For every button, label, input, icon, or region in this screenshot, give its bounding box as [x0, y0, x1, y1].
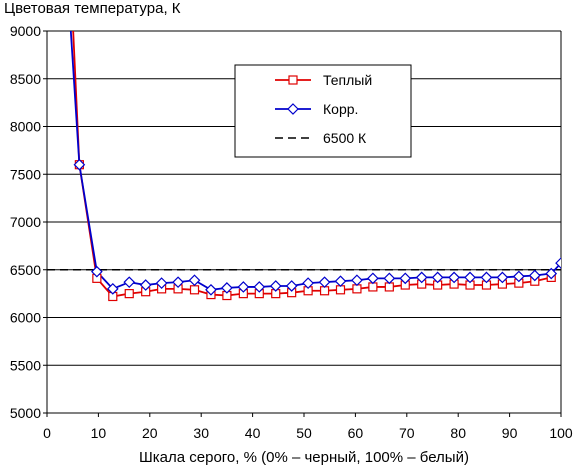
series-corr-point	[513, 270, 525, 283]
series-corr-point	[237, 281, 250, 293]
series-corr-point	[205, 283, 217, 296]
series-corr-point	[139, 279, 152, 291]
y-tick-label: 9000	[10, 23, 41, 39]
series-corr-point	[383, 272, 396, 285]
series-corr-point	[496, 271, 509, 284]
series-group	[47, 31, 561, 302]
series-corr-point	[528, 269, 541, 282]
x-tick-label: 50	[296, 425, 312, 441]
legend-marker-diamond	[287, 103, 299, 115]
y-tick-label: 6500	[10, 262, 41, 278]
series-corr-point	[123, 276, 136, 289]
series-corr-point	[480, 271, 493, 284]
series-corr-point	[399, 272, 412, 285]
y-tick-label: 7500	[10, 166, 41, 182]
x-tick-label: 90	[502, 425, 518, 441]
series-corr-point	[351, 274, 363, 287]
series-corr-point	[431, 271, 444, 284]
series-corr-point	[253, 281, 266, 293]
legend-label: 6500 К	[323, 130, 367, 146]
series-corr-point	[334, 275, 347, 288]
x-tick-label: 100	[549, 425, 573, 441]
x-tick-label: 40	[245, 425, 261, 441]
y-tick-label: 7000	[10, 214, 41, 230]
y-tick-label: 6000	[10, 310, 41, 326]
series-warm-point	[189, 285, 200, 295]
x-tick-label: 30	[193, 425, 209, 441]
series-corr-point	[172, 276, 184, 289]
series-warm-point	[124, 289, 134, 299]
x-tick-label: 20	[142, 425, 158, 441]
x-tick-label: 10	[91, 425, 107, 441]
legend-marker-square	[288, 75, 298, 85]
series-corr-point	[367, 272, 379, 285]
series-corr-point	[302, 277, 314, 289]
series-corr-point	[464, 271, 476, 284]
series-corr-point	[106, 283, 119, 295]
series-corr-point	[221, 282, 233, 294]
series-corr-point	[285, 280, 298, 292]
y-tick-label: 8000	[10, 119, 41, 135]
legend-box	[234, 64, 412, 158]
series-corr-point	[91, 265, 103, 278]
legend-label: Корр.	[323, 101, 358, 117]
series-corr-point	[155, 277, 168, 289]
legend-label: Теплый	[323, 72, 372, 88]
y-tick-label: 5000	[10, 405, 41, 421]
series-corr-point	[555, 257, 561, 269]
y-tick-label: 5500	[10, 357, 41, 373]
x-tick-label: 70	[399, 425, 415, 441]
x-tick-label: 80	[450, 425, 466, 441]
series-corr-point	[73, 158, 86, 171]
series-corr-point	[188, 274, 201, 287]
series-corr-point	[448, 271, 460, 284]
y-tick-label: 8500	[10, 71, 41, 87]
series-corr-point	[318, 276, 331, 289]
x-axis-label: Шкала серого, % (0% – черный, 100% – бел…	[139, 449, 469, 466]
series-corr-point	[545, 267, 558, 280]
chart-title: Цветовая температура, К	[4, 0, 181, 17]
series-corr-point	[269, 280, 282, 292]
x-tick-label: 0	[43, 425, 51, 441]
series-corr-point	[415, 271, 428, 284]
x-tick-label: 60	[348, 425, 364, 441]
